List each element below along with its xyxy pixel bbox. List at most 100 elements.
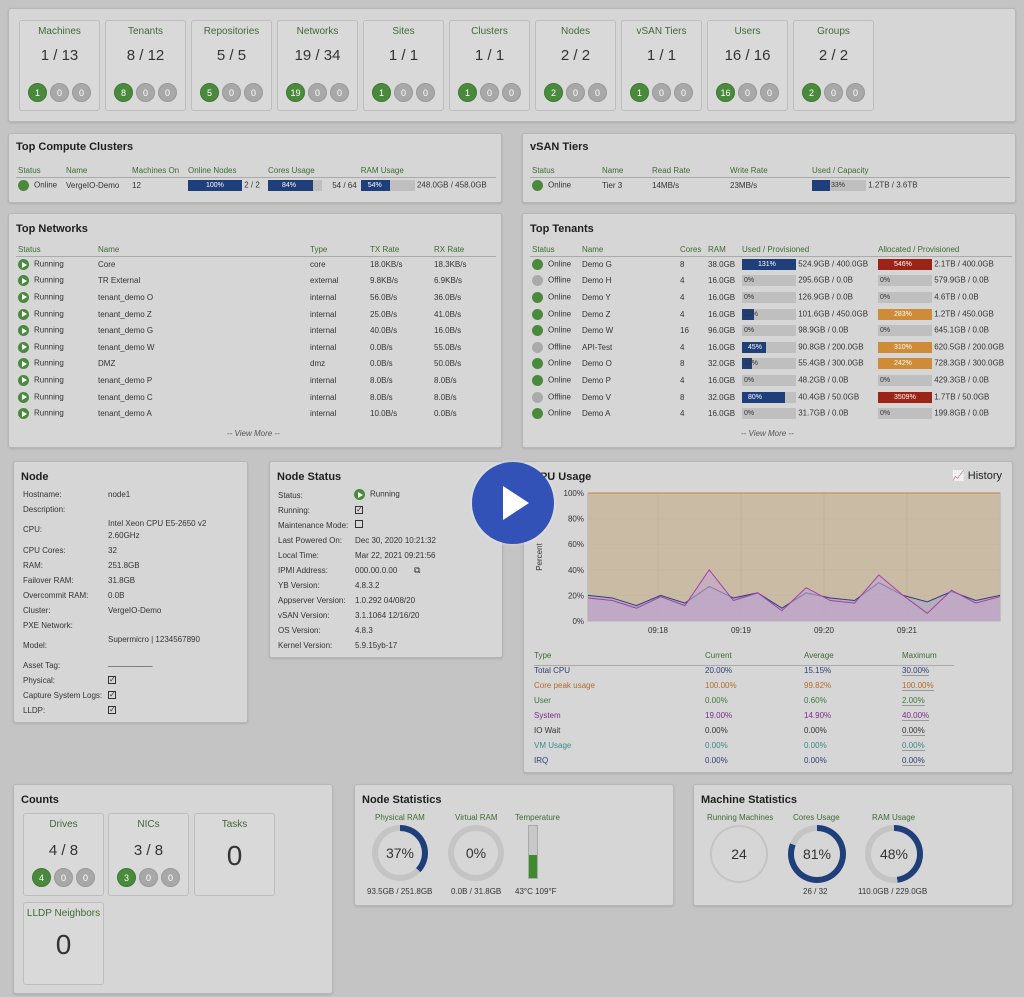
tenant-ram: 16.0GB bbox=[708, 309, 736, 319]
table-row[interactable]: Running tenant_demo Z internal 25.0B/s 41.0B… bbox=[16, 306, 496, 323]
table-row[interactable]: Offline Demo V 8 32.0GB 80% 40.4GB / 50.0GB 3… bbox=[530, 389, 1012, 406]
table-row[interactable]: Running Core core 18.0KB/s 18.3KB/s bbox=[16, 256, 496, 273]
summary-card-machines[interactable]: Machines 1 / 13 1 0 0 bbox=[19, 20, 100, 111]
legend-row[interactable]: Total CPU 20.00% 15.15% 30.00% bbox=[534, 666, 954, 681]
node-status-panel: Node Status Status: Running Running: ✓ Mai… bbox=[269, 461, 503, 658]
used-value: 90.8GB / 200.0GB bbox=[798, 342, 864, 352]
allocated-value: 645.1GB / 0.0B bbox=[934, 325, 989, 335]
legend-row[interactable]: IRQ 0.00% 0.00% 0.00% bbox=[534, 756, 954, 771]
table-row[interactable]: Online Demo G 8 38.0GB 131% 524.9GB / 400.0G… bbox=[530, 256, 1012, 273]
history-button[interactable]: 📈 History bbox=[952, 470, 1002, 482]
tenant-ram: 32.0GB bbox=[708, 392, 736, 402]
used-percent: 0% bbox=[744, 410, 755, 418]
table-row[interactable]: Running tenant_demo O internal 56.0B/s 36.0B… bbox=[16, 289, 496, 306]
network-name[interactable]: tenant_demo P bbox=[98, 375, 153, 385]
allocated-value: 2.1TB / 400.0GB bbox=[934, 259, 994, 269]
network-name[interactable]: DMZ bbox=[98, 359, 116, 369]
tenant-name[interactable]: Demo W bbox=[582, 326, 614, 336]
network-name[interactable]: tenant_demo Z bbox=[98, 309, 152, 319]
os-version-label: OS Version: bbox=[278, 626, 321, 635]
tenant-name[interactable]: Demo G bbox=[582, 260, 612, 270]
tenant-name[interactable]: API-Test bbox=[582, 342, 613, 352]
legend-row[interactable]: VM Usage 0.00% 0.00% 0.00% bbox=[534, 741, 954, 756]
network-name[interactable]: Core bbox=[98, 260, 116, 270]
cpu-speed-value: 2.60GHz bbox=[108, 531, 140, 540]
table-row[interactable]: Running tenant_demo W internal 0.0B/s 55.0B/… bbox=[16, 339, 496, 356]
table-row[interactable]: Online Tier 3 14MB/s 23MB/s 33% 1.2TB / … bbox=[530, 177, 1010, 194]
used-value: 98.9GB / 0.0B bbox=[798, 325, 849, 335]
table-row[interactable]: Online VergeIO-Demo 12 100% 2 / 2 84% 54… bbox=[16, 177, 496, 194]
drives-card[interactable]: Drives 4 / 8 4 0 0 bbox=[23, 813, 104, 896]
table-row[interactable]: Online Demo P 4 16.0GB 0% 48.2GB / 0.0B 0% 42… bbox=[530, 372, 1012, 389]
table-row[interactable]: Running tenant_demo C internal 8.0B/s 8.0B/s bbox=[16, 389, 496, 406]
legend-row[interactable]: IO Wait 0.00% 0.00% 0.00% bbox=[534, 726, 954, 741]
cluster-name[interactable]: VergeIO-Demo bbox=[66, 181, 120, 191]
tenant-name[interactable]: Demo O bbox=[582, 359, 612, 369]
status-text: Offline bbox=[548, 276, 571, 285]
table-row[interactable]: Online Demo A 4 16.0GB 0% 31.7GB / 0.0B 0% 19… bbox=[530, 405, 1012, 422]
used-bar: 0% bbox=[742, 325, 796, 337]
status-dots: 16 0 0 bbox=[708, 83, 787, 102]
tenants-table: Status Name Cores RAM Used / Provisioned… bbox=[530, 243, 1012, 422]
summary-card-users[interactable]: Users 16 / 16 16 0 0 bbox=[707, 20, 788, 111]
network-name[interactable]: tenant_demo G bbox=[98, 326, 154, 336]
y-tick-label: 60% bbox=[568, 540, 584, 549]
network-type: internal bbox=[310, 409, 337, 419]
network-name[interactable]: tenant_demo W bbox=[98, 342, 155, 352]
tenant-cores: 8 bbox=[680, 359, 685, 369]
legend-cur: 0.00% bbox=[705, 741, 728, 750]
summary-card-networks[interactable]: Networks 19 / 34 19 0 0 bbox=[277, 20, 358, 111]
tasks-card[interactable]: Tasks 0 bbox=[194, 813, 275, 896]
view-more-link[interactable]: -- View More -- bbox=[741, 429, 794, 438]
legend-max: 0.00% bbox=[902, 726, 925, 736]
table-row[interactable]: Online Demo Y 4 16.0GB 0% 126.9GB / 0.0B 0% 4… bbox=[530, 289, 1012, 306]
table-row[interactable]: Online Demo W 16 96.0GB 0% 98.9GB / 0.0B 0% 6… bbox=[530, 322, 1012, 339]
table-row[interactable]: Running tenant_demo A internal 10.0B/s 0.0B/… bbox=[16, 405, 496, 422]
table-row[interactable]: Online Demo Z 4 16.0GB 22% 101.6GB / 450.0GB… bbox=[530, 306, 1012, 323]
allocated-value: 199.8GB / 0.0B bbox=[934, 408, 989, 418]
table-row[interactable]: Online Demo O 8 32.0GB 18% 55.4GB / 300.0GB 2… bbox=[530, 356, 1012, 373]
tenant-name[interactable]: Demo V bbox=[582, 392, 611, 402]
used-value: 1.2TB / 3.6TB bbox=[868, 180, 918, 190]
summary-card-tenants[interactable]: Tenants 8 / 12 8 0 0 bbox=[105, 20, 186, 111]
lldp-neighbors-card[interactable]: LLDP Neighbors 0 bbox=[23, 902, 104, 985]
table-row[interactable]: Offline Demo H 4 16.0GB 0% 295.6GB / 0.0B 0% … bbox=[530, 273, 1012, 290]
table-row[interactable]: Running tenant_demo G internal 40.0B/s 16.0B… bbox=[16, 322, 496, 339]
used-bar: 33% bbox=[812, 180, 866, 192]
cluster-value[interactable]: VergeIO-Demo bbox=[108, 606, 162, 615]
tenant-name[interactable]: Demo Z bbox=[582, 309, 611, 319]
tenant-name[interactable]: Demo A bbox=[582, 409, 611, 419]
legend-avg: 15.15% bbox=[804, 666, 832, 675]
legend-row[interactable]: Core peak usage 100.00% 99.82% 100.00% bbox=[534, 681, 954, 696]
table-row[interactable]: Running tenant_demo P internal 8.0B/s 8.0B/s bbox=[16, 372, 496, 389]
view-more-link[interactable]: -- View More -- bbox=[227, 429, 280, 438]
table-row[interactable]: Running DMZ dmz 0.0B/s 50.0B/s bbox=[16, 356, 496, 373]
network-name[interactable]: TR External bbox=[98, 276, 141, 286]
nics-card[interactable]: NICs 3 / 8 3 0 0 bbox=[108, 813, 189, 896]
table-row[interactable]: Running TR External external 9.8KB/s 6.9KB/s bbox=[16, 273, 496, 290]
online-count: 5 bbox=[200, 83, 219, 102]
card-value: 5 / 5 bbox=[216, 47, 247, 64]
network-name[interactable]: tenant_demo C bbox=[98, 392, 153, 402]
tenant-name[interactable]: Demo Y bbox=[582, 292, 611, 302]
table-row[interactable]: Offline API-Test 4 16.0GB 45% 90.8GB / 200.0… bbox=[530, 339, 1012, 356]
failover-ram-label: Failover RAM: bbox=[23, 576, 74, 585]
network-name[interactable]: tenant_demo A bbox=[98, 409, 152, 419]
tenant-name[interactable]: Demo P bbox=[582, 375, 611, 385]
network-name[interactable]: tenant_demo O bbox=[98, 292, 154, 302]
tier-name[interactable]: Tier 3 bbox=[602, 181, 623, 191]
tenant-name[interactable]: Demo H bbox=[582, 276, 612, 286]
copy-icon[interactable]: ⧉ bbox=[414, 565, 421, 575]
legend-row[interactable]: User 0.00% 0.60% 2.00% bbox=[534, 696, 954, 711]
legend-row[interactable]: System 19.00% 14.90% 40.00% bbox=[534, 711, 954, 726]
card-label: Users bbox=[734, 26, 761, 37]
rx-rate: 16.0B/s bbox=[434, 326, 462, 336]
allocated-bar: 3509% bbox=[878, 391, 932, 403]
play-video-button[interactable] bbox=[472, 462, 554, 544]
